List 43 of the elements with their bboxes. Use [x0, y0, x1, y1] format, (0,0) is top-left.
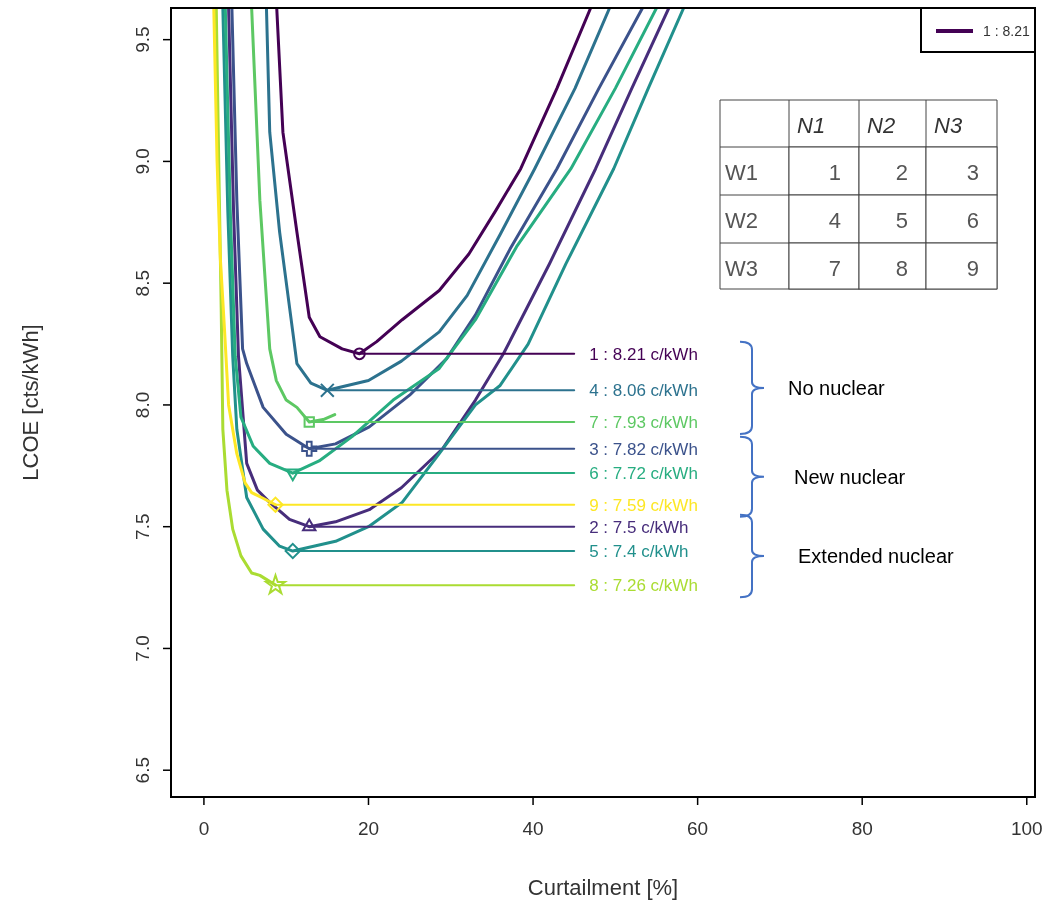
data-label: 4	[828, 208, 841, 233]
y-tick-label: 8.5	[132, 269, 153, 297]
x-tick-label: 60	[687, 818, 709, 839]
annotation: 5 : 7.4 c/kWh	[589, 542, 689, 562]
y-tick-label: W2	[725, 208, 758, 233]
x-tick-label: N2	[867, 113, 896, 138]
annotation: 1 : 8.21 c/kWh	[589, 344, 698, 364]
x-axis-title: Curtailment [%]	[527, 875, 679, 900]
annotation: Extended nuclear	[798, 544, 954, 567]
annotation: 9 : 7.59 c/kWh	[589, 495, 698, 515]
annotation: 3 : 7.82 c/kWh	[589, 439, 698, 459]
y-tick-label: W3	[725, 256, 758, 281]
annotation: 6 : 7.72 c/kWh	[589, 464, 698, 484]
data-label: 1	[828, 160, 841, 185]
y-tick-label: 7.5	[132, 513, 153, 540]
y-axis-title: LCOE [cts/kWh]	[18, 324, 43, 481]
x-tick-label: 40	[522, 818, 544, 839]
y-tick-label: 9.0	[132, 148, 153, 175]
y-tick-label: 9.5	[132, 26, 153, 53]
data-label: 3	[966, 160, 979, 185]
data-label: 5	[895, 208, 908, 233]
x-tick-label: 80	[851, 818, 873, 839]
annotation: 7 : 7.93 c/kWh	[589, 412, 698, 432]
y-tick-label: 8.0	[132, 391, 153, 419]
annotation: 2 : 7.5 c/kWh	[589, 517, 689, 537]
x-tick-label: 100	[1010, 818, 1043, 839]
legend-label: 1 : 8.21	[983, 23, 1030, 39]
annotation: 8 : 7.26 c/kWh	[589, 576, 698, 596]
data-label: 6	[966, 208, 979, 233]
data-label: 9	[966, 256, 979, 281]
data-label: 2	[895, 160, 908, 185]
x-tick-label: N1	[797, 113, 826, 138]
annotation: No nuclear	[788, 376, 886, 399]
x-tick-label: N3	[934, 113, 963, 138]
y-tick-label: W1	[725, 160, 758, 185]
annotation: 4 : 8.06 c/kWh	[589, 381, 698, 401]
data-label: 7	[828, 256, 841, 281]
x-tick-label: 0	[198, 818, 210, 839]
y-tick-label: 6.5	[132, 757, 153, 784]
data-label: 8	[895, 256, 908, 281]
x-tick-label: 20	[357, 818, 380, 839]
annotation: New nuclear	[794, 465, 906, 488]
y-tick-label: 7.0	[132, 635, 153, 662]
